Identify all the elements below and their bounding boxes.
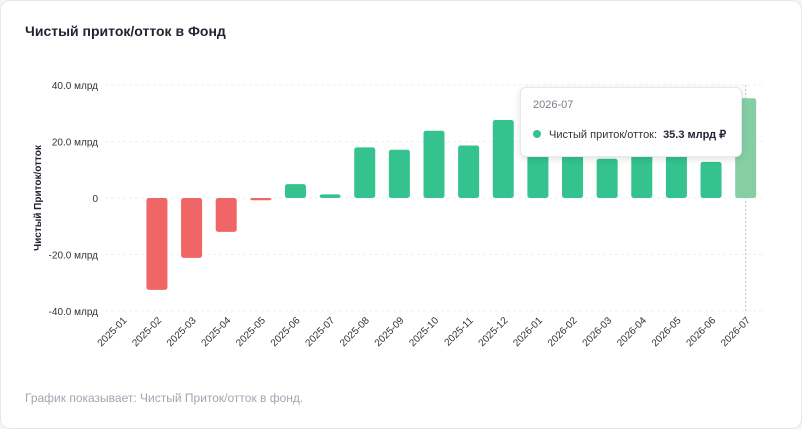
bar: [596, 158, 618, 198]
x-tick-label: 2025-11: [443, 315, 477, 349]
x-tick-label: 2026-01: [511, 315, 545, 349]
chart-footnote: График показывает: Чистый Приток/отток в…: [25, 391, 304, 405]
x-tick-label: 2025-03: [165, 315, 199, 349]
y-tick-label: -40.0 млрд: [49, 307, 99, 318]
x-tick-label: 2025-02: [130, 315, 164, 349]
chart-title: Чистый приток/отток в Фонд: [25, 23, 226, 39]
y-tick-label: 0: [92, 194, 98, 205]
x-tick-label: 2026-07: [719, 315, 753, 349]
x-tick-label: 2026-03: [581, 315, 615, 349]
x-tick-label: 2025-09: [373, 315, 407, 349]
tooltip-series-dot: [533, 130, 541, 138]
x-tick-label: 2025-05: [234, 315, 268, 349]
bar: [388, 149, 410, 198]
bar: [458, 145, 480, 198]
bar-chart: 40.0 млрд 20.0 млрд 0 -20.0 млрд -40.0 млрд Ч…: [33, 81, 763, 349]
tooltip-row: Чистый приток/отток: 35.3 млрд ₽: [533, 128, 726, 141]
x-tick-label: 2025-04: [200, 315, 234, 349]
tooltip-value: 35.3 млрд ₽: [663, 129, 727, 141]
x-tick-label: 2026-04: [615, 315, 649, 349]
x-tick-label: 2026-06: [684, 315, 718, 349]
x-tick-label: 2025-10: [407, 315, 441, 349]
bar: [319, 194, 341, 198]
bar: [492, 120, 514, 198]
x-tick-label: 2026-05: [650, 315, 684, 349]
x-tick-label: 2025-08: [338, 315, 372, 349]
bar: [284, 184, 306, 198]
x-tick-label: 2026-02: [546, 315, 580, 349]
bar: [215, 198, 237, 232]
tooltip-title: 2026-07: [533, 99, 574, 111]
x-tick-label: 2025-06: [269, 315, 303, 349]
y-tick-label: 40.0 млрд: [52, 81, 98, 92]
bar: [250, 198, 272, 201]
bar: [700, 161, 722, 198]
x-tick-label: 2025-01: [96, 315, 130, 349]
tooltip-series-label: Чистый приток/отток:: [549, 129, 658, 141]
y-tick-label: -20.0 млрд: [49, 251, 99, 262]
y-tick-label: 20.0 млрд: [52, 138, 98, 149]
bar: [354, 147, 376, 198]
bar: [181, 198, 203, 258]
bar: [631, 147, 653, 198]
bar: [665, 144, 687, 198]
x-tick-label: 2025-07: [303, 315, 337, 349]
bar: [146, 198, 168, 290]
x-tick-label: 2025-12: [477, 315, 511, 349]
chart-tooltip: 2026-07 Чистый приток/отток: 35.3 млрд ₽: [520, 87, 742, 157]
bar: [423, 130, 445, 198]
y-axis-title: Чистый Приток/отток: [33, 144, 44, 251]
